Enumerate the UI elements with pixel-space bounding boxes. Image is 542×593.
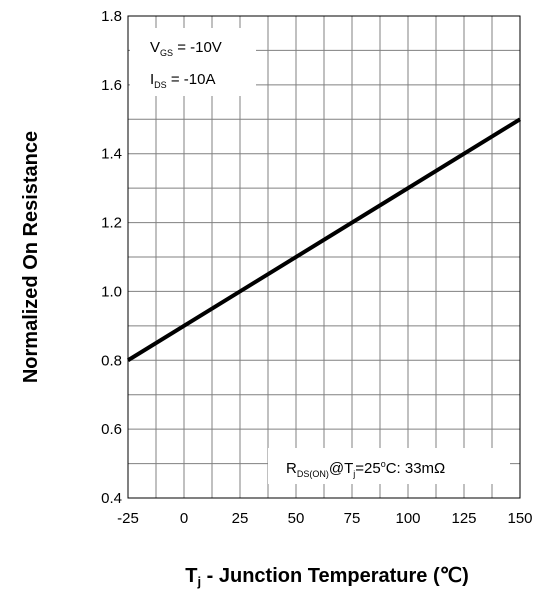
x-tick-label: 50 bbox=[288, 510, 305, 527]
x-axis-title: Tj - Junction Temperature (℃) bbox=[185, 565, 469, 589]
y-tick-label: 1.4 bbox=[101, 146, 122, 163]
series-line bbox=[126, 117, 522, 362]
y-tick-label: 0.6 bbox=[101, 421, 122, 438]
rds-on-label: RDS(ON)@Tj=25oC: 33mΩ bbox=[286, 459, 445, 479]
y-tick-label: 1.0 bbox=[101, 283, 122, 300]
y-tick-label: 0.4 bbox=[101, 490, 122, 507]
rds-label-background bbox=[268, 448, 510, 484]
series-layer bbox=[126, 117, 522, 362]
y-tick-label: 1.6 bbox=[101, 77, 122, 94]
ids-condition-label: IDS = -10A bbox=[150, 71, 215, 90]
vgs-condition-label: VGS = -10V bbox=[150, 39, 222, 58]
plot-frame bbox=[127, 15, 521, 499]
y-tick-label: 1.2 bbox=[101, 215, 122, 232]
x-tick-label: 75 bbox=[344, 510, 361, 527]
y-axis-title: Normalized On Resistance bbox=[20, 131, 42, 383]
x-tick-label: 0 bbox=[180, 510, 188, 527]
tick-labels: -25 0 25 50 75 100 125 150 0.4 0.6 0.8 1.0 1.2 1.4 1.6… bbox=[101, 8, 532, 527]
y-tick-label: 1.8 bbox=[101, 8, 122, 25]
x-tick-label: 125 bbox=[451, 510, 476, 527]
x-tick-label: 100 bbox=[395, 510, 420, 527]
x-tick-label: -25 bbox=[117, 510, 139, 527]
y-tick-label: 0.8 bbox=[101, 352, 122, 369]
conditions-label-background bbox=[130, 28, 256, 96]
x-tick-label: 25 bbox=[232, 510, 249, 527]
x-tick-label: 150 bbox=[507, 510, 532, 527]
